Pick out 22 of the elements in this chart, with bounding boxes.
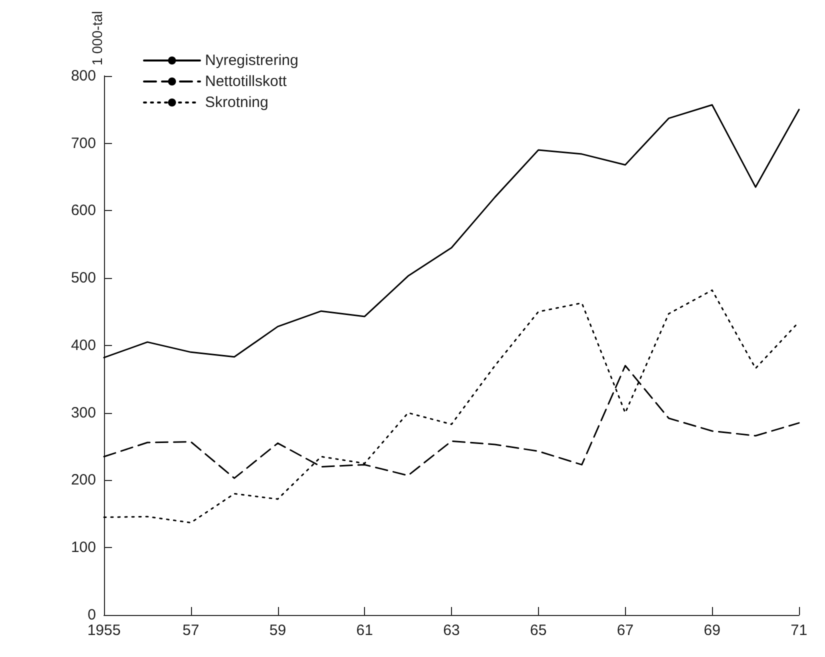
legend-label: Nettotillskott	[205, 73, 288, 90]
y-tick-label: 200	[70, 472, 96, 489]
legend-label: Nyregistrering	[205, 52, 298, 69]
y-axis-title: 1 000-tal	[89, 11, 105, 66]
y-tick-label: 100	[70, 539, 96, 556]
x-tick-label: 57	[182, 622, 200, 639]
y-tick-label: 800	[70, 67, 96, 84]
y-tick-label: 400	[70, 336, 96, 354]
x-tick-label: 1955	[87, 622, 121, 639]
y-tick-label: 300	[70, 404, 96, 422]
y-tick-label: 700	[70, 134, 96, 152]
x-tick-label: 67	[616, 622, 634, 639]
x-tick-label: 71	[790, 622, 808, 639]
x-tick-label: 65	[530, 622, 547, 639]
x-tick-label: 69	[704, 622, 720, 639]
x-tick-label: 59	[269, 622, 286, 639]
y-tick-label: 500	[70, 270, 96, 287]
x-tick-label: 63	[443, 622, 460, 639]
legend-label: Skrotning	[205, 94, 268, 111]
y-tick-label: 600	[70, 202, 96, 220]
x-tick-label: 61	[356, 622, 373, 639]
y-tick-label: 0	[88, 606, 96, 624]
